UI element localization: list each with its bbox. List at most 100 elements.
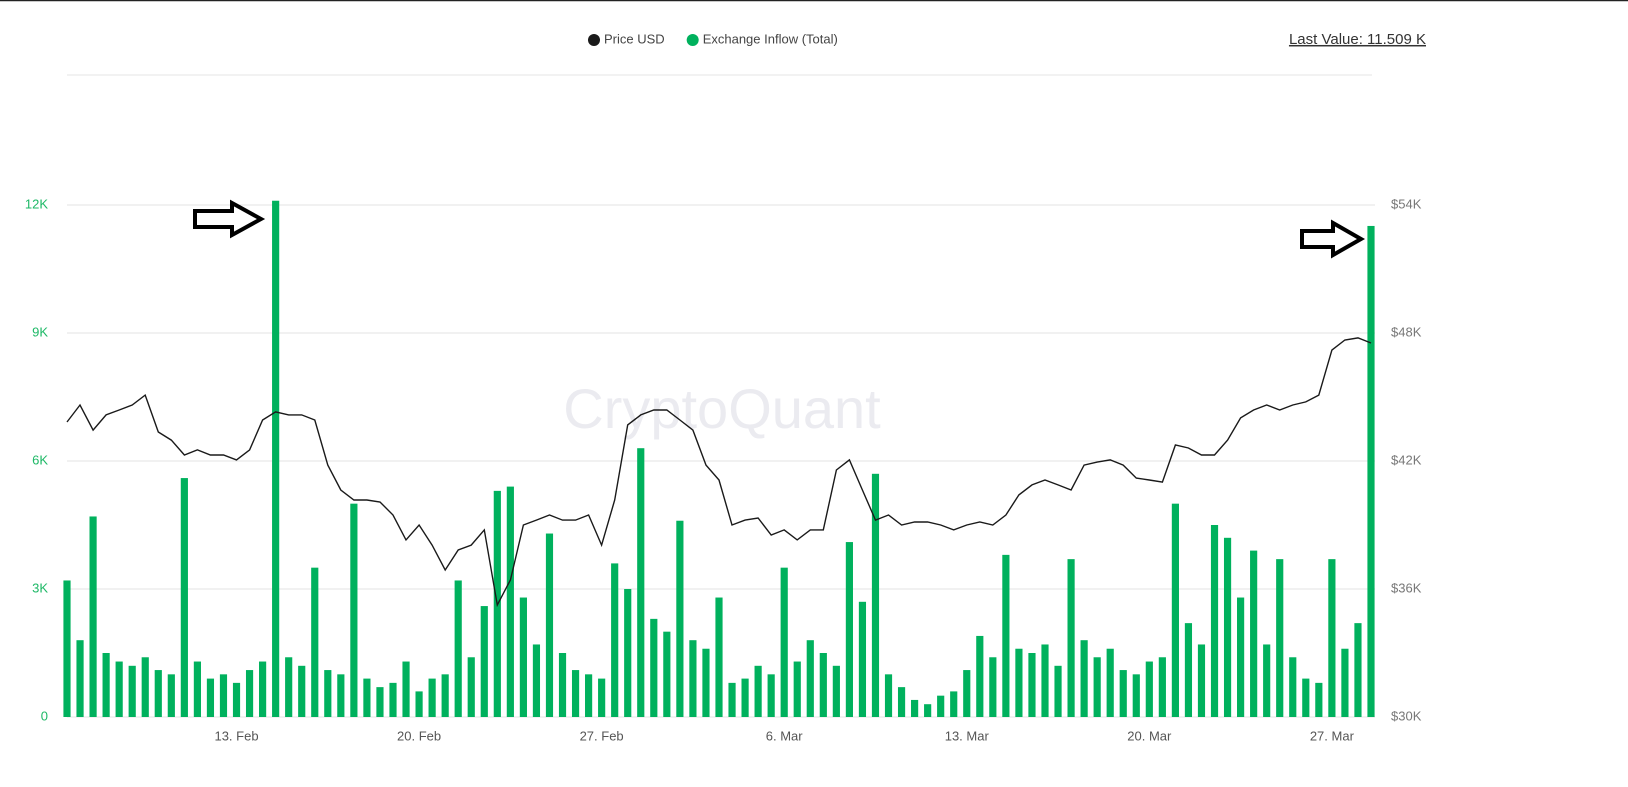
bar [467,657,475,717]
bar [976,635,984,717]
bar [702,648,710,717]
bar [1302,678,1310,717]
bar [663,631,671,717]
bar [141,657,149,717]
bar [219,674,228,717]
bar [963,670,971,717]
bar [676,520,684,717]
x-tick-label: 27. Mar [1310,728,1355,743]
bar [845,542,853,717]
bar [741,678,749,717]
bar [1093,657,1101,717]
bar [1106,648,1114,717]
bar [128,665,136,717]
bar [897,687,906,717]
bar [871,473,880,717]
bar [454,580,462,717]
bar [767,674,775,717]
bar [754,665,762,717]
x-tick-label: 20. Feb [397,728,441,743]
watermark: CryptoQuant [563,377,881,440]
bar [193,661,201,717]
y2-tick-label: $42K [1391,452,1422,467]
last-value[interactable]: Last Value: 11.509 K [1289,31,1426,48]
bar [1132,674,1140,717]
bar [715,597,723,717]
bar [232,682,241,717]
legend-swatch [588,34,600,46]
bar [1328,559,1336,717]
annotation-arrows [193,199,1366,259]
y2-tick-label: $54K [1391,196,1422,211]
bar [1367,225,1375,717]
bar [89,516,97,717]
bar [76,640,84,717]
bar [1067,559,1075,717]
bar [545,533,554,717]
bar [298,665,306,717]
bar [1145,661,1153,717]
bar [350,503,358,717]
bar [337,674,345,717]
bar [1276,559,1284,717]
y-tick-label: 3K [32,580,48,595]
bar [245,670,254,717]
bar [363,678,371,717]
bar [102,653,110,717]
bar [1158,657,1166,717]
bar [519,597,527,717]
x-tick-label: 20. Mar [1127,728,1172,743]
bar [532,644,541,717]
bar [728,682,736,717]
bar [637,448,645,717]
bar [598,678,606,717]
bar [324,670,332,717]
bar [1315,682,1323,717]
bar [911,699,919,717]
x-tick-label: 27. Feb [580,728,624,743]
bar [558,653,567,717]
bar [611,563,619,717]
price-line [66,337,1372,608]
bar [1250,550,1258,717]
bar [441,674,449,717]
bar [1002,554,1010,717]
bar [259,661,267,717]
x-tick-label: 13. Feb [214,728,258,743]
bar [1223,537,1232,717]
bar [115,661,123,717]
y-tick-label: 0 [41,708,48,723]
bar [311,567,319,717]
bar [624,589,632,717]
bar [389,682,397,717]
bar [585,674,593,717]
y-tick-label: 6K [32,452,48,467]
arrow [1300,219,1366,259]
bar [689,640,697,717]
bar [376,687,384,717]
bar [819,653,827,717]
bar [989,657,997,717]
bar [1015,648,1023,717]
bar [1341,648,1349,717]
bar [1289,657,1297,717]
bar [1171,503,1179,717]
bar [1197,644,1206,717]
bar [1354,623,1362,717]
bar [937,695,945,717]
bar [1041,644,1049,717]
bar [924,704,932,717]
bar [63,580,71,717]
bar [1237,597,1245,717]
bar [415,691,423,717]
bar [1028,653,1036,717]
legend-label: Exchange Inflow (Total) [703,31,838,46]
bar [650,618,658,717]
bar [154,670,162,717]
legend-label: Price USD [604,31,665,46]
bar [1263,644,1271,717]
legend-swatch [686,34,699,46]
x-tick-label: 13. Mar [945,728,990,743]
